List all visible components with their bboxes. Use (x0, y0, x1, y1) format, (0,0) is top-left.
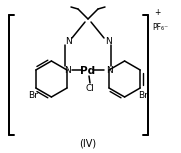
Text: Cl: Cl (86, 84, 94, 93)
Text: Br: Br (28, 91, 38, 101)
Text: N: N (65, 37, 71, 45)
Text: Pd: Pd (80, 66, 96, 76)
Text: Br: Br (138, 91, 148, 101)
Text: N: N (105, 37, 111, 45)
Text: N: N (106, 65, 112, 75)
Text: N: N (64, 65, 70, 75)
Text: +: + (154, 7, 160, 17)
Text: PF₆⁻: PF₆⁻ (152, 22, 168, 32)
Text: (IV): (IV) (79, 139, 96, 149)
